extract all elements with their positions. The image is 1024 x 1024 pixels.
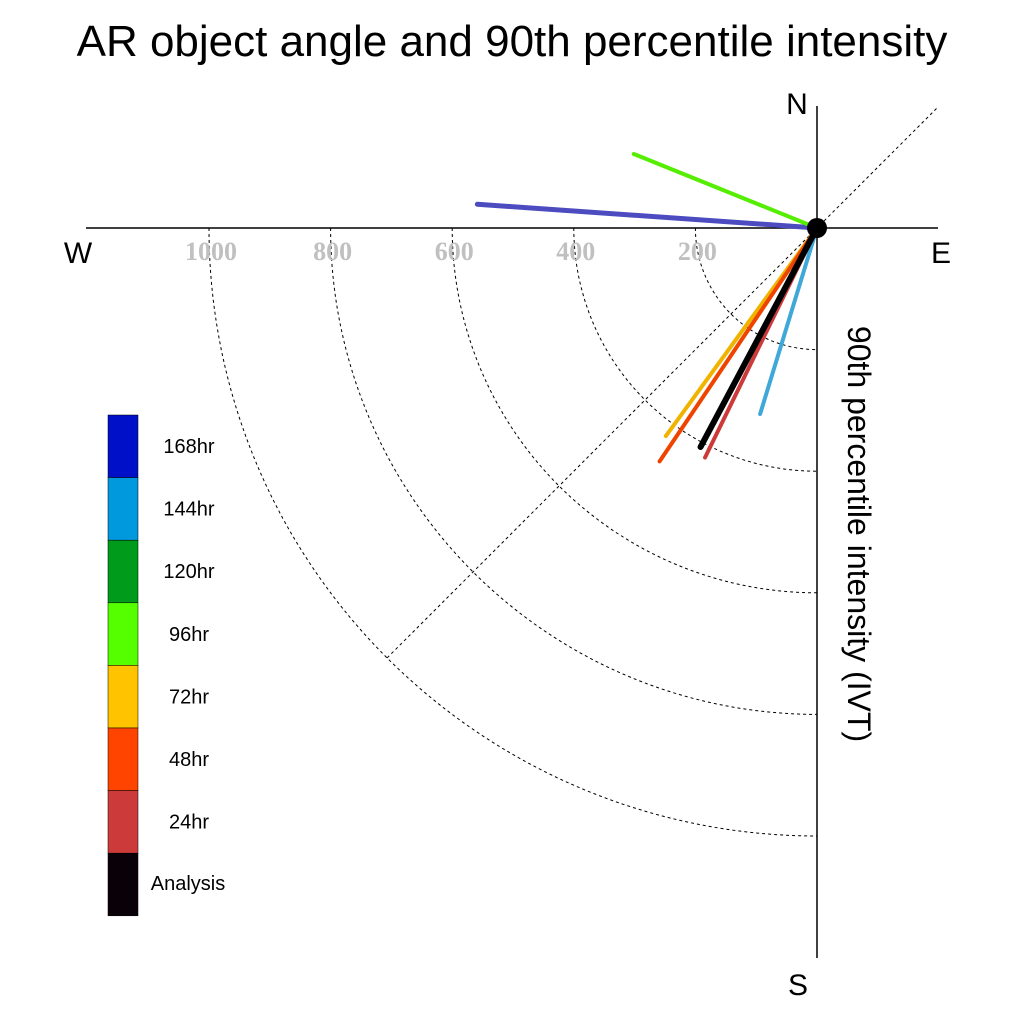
vector-analysis (697, 225, 820, 451)
grid-ring-800 (330, 227, 818, 715)
legend-swatch-analysis (107, 852, 139, 917)
tick-label-600: 600 (435, 237, 474, 266)
vector-168hr (474, 201, 820, 231)
origin-marker (807, 218, 827, 238)
tick-label-1000: 1000 (185, 237, 237, 266)
grid-ring-200 (694, 227, 818, 351)
vector-144hr (758, 226, 819, 417)
compass-north: N (786, 88, 808, 121)
color-legend: 168hr 144hr 120hr 96hr 72hr 48hr 24hr Analysis (107, 414, 225, 917)
legend-label-24hr: 24hr (169, 812, 209, 834)
compass-east: E (931, 237, 951, 270)
legend-label-48hr: 48hr (169, 749, 209, 771)
tick-label-800: 800 (313, 237, 352, 266)
grid-ring-400 (573, 227, 818, 472)
legend-swatch-168hr (107, 414, 139, 478)
diagonal-guide (386, 107, 938, 659)
legend-swatch-96hr (107, 602, 139, 666)
legend-label-120hr: 120hr (163, 561, 214, 583)
legend-label-96hr: 96hr (169, 624, 209, 646)
radial-axis-label: 90th percentile intensity (IVT) (841, 326, 877, 742)
radial-tick-labels: 200 400 600 800 1000 (185, 237, 717, 266)
legend-swatch-120hr (107, 539, 139, 604)
compass-south: S (788, 969, 808, 1002)
legend-label-168hr: 168hr (163, 436, 214, 458)
radial-grid (208, 227, 818, 837)
chart-title: AR object angle and 90th percentile inte… (77, 17, 948, 66)
legend-swatch-144hr (107, 477, 139, 541)
compass-west: W (64, 237, 93, 270)
grid-ring-1000 (208, 227, 818, 837)
legend-swatch-48hr (107, 727, 139, 791)
legend-swatch-72hr (107, 665, 139, 729)
tick-label-200: 200 (678, 237, 717, 266)
tick-label-400: 400 (556, 237, 595, 266)
legend-label-analysis: Analysis (151, 873, 225, 895)
legend-label-72hr: 72hr (169, 686, 209, 708)
vector-96hr (631, 151, 819, 230)
vector-48hr (657, 226, 819, 464)
vector-series (474, 151, 820, 464)
legend-label-144hr: 144hr (163, 499, 214, 521)
grid-ring-600 (451, 227, 818, 594)
legend-swatch-24hr (107, 790, 139, 854)
